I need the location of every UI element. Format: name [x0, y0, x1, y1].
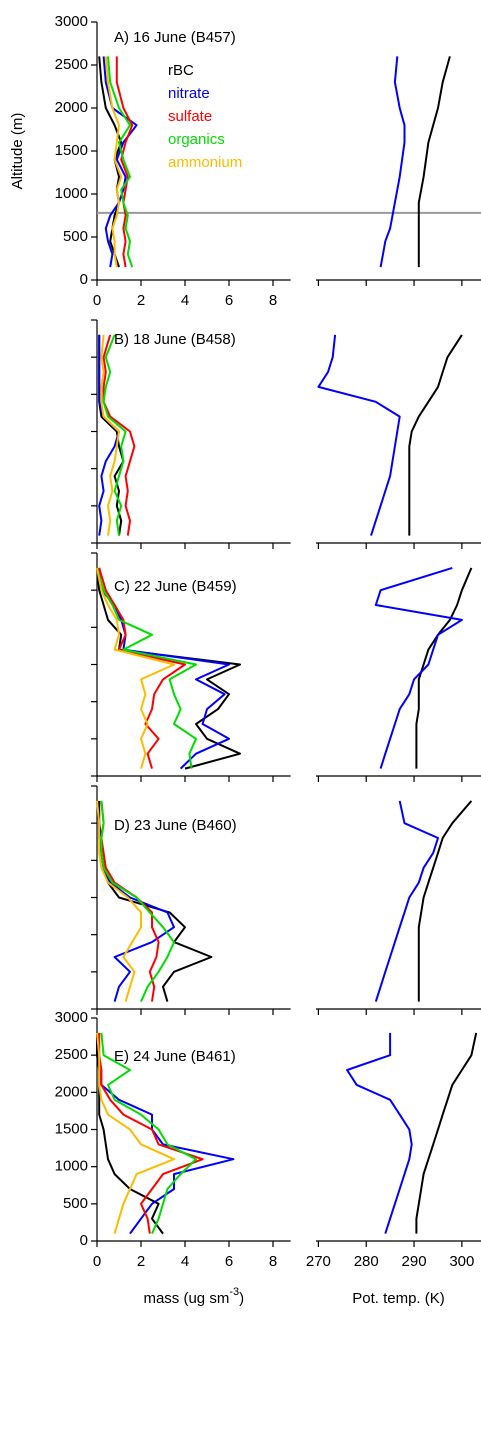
y-tick-label: 500: [63, 228, 88, 245]
y-tick-label: 2500: [55, 56, 88, 73]
profile-line: [104, 56, 123, 268]
x-tick-label: 4: [181, 292, 189, 309]
x-tick-label: 0: [93, 1253, 101, 1270]
y-tick-label: 1000: [55, 185, 88, 202]
profile-line: [98, 56, 123, 268]
profile-line: [96, 567, 175, 769]
x-tick-label: 8: [269, 292, 277, 309]
panel-title: B) 18 June (B458): [114, 331, 236, 348]
x-axis-label-part: ): [239, 1290, 244, 1307]
x-axis-label-part: -3: [229, 1286, 239, 1298]
profile-line: [346, 1032, 413, 1234]
panel-title: D) 23 June (B460): [114, 817, 237, 834]
y-tick-label: 500: [63, 1195, 88, 1212]
y-tick-label: 2000: [55, 1083, 88, 1100]
profile-line: [96, 567, 197, 769]
x-tick-label: 290: [402, 1253, 427, 1270]
panel-title: C) 22 June (B459): [114, 578, 237, 595]
x-tick-label: 2: [137, 292, 145, 309]
x-tick-label: 2: [137, 1253, 145, 1270]
profile-line: [100, 334, 120, 536]
x-axis-label-part: mass (ug sm: [143, 1290, 229, 1307]
y-tick-label: 1500: [55, 142, 88, 159]
profile-line: [379, 56, 406, 268]
profile-line: [317, 334, 401, 536]
profile-line: [96, 567, 241, 770]
panel-title: E) 24 June (B461): [114, 1048, 236, 1065]
y-tick-label: 0: [80, 271, 88, 288]
profile-line: [96, 800, 142, 1002]
profile-line: [107, 56, 134, 268]
profile-line: [415, 1032, 478, 1234]
x-axis-label-part: Pot. temp. (K): [352, 1290, 445, 1307]
x-axis-label: mass (ug sm-3): [143, 1286, 244, 1307]
profile-line: [374, 800, 439, 1002]
y-tick-label: 1000: [55, 1158, 88, 1175]
profile-line: [98, 567, 186, 769]
legend-entry: ammonium: [168, 154, 242, 171]
profile-line: [417, 800, 473, 1002]
profile-line: [98, 1032, 204, 1234]
y-tick-label: 3000: [55, 1009, 88, 1026]
profile-line: [408, 334, 463, 536]
y-tick-label: 3000: [55, 13, 88, 30]
x-tick-label: 8: [269, 1253, 277, 1270]
legend-entry: organics: [168, 131, 225, 148]
legend-entry: rBC: [168, 62, 194, 79]
x-tick-label: 6: [225, 292, 233, 309]
panel-title: A) 16 June (B457): [114, 29, 236, 46]
y-axis-label: Altitude (m): [9, 113, 26, 190]
profile-line: [417, 56, 451, 268]
y-tick-label: 1500: [55, 1120, 88, 1137]
x-axis-label: Pot. temp. (K): [352, 1290, 445, 1307]
x-tick-label: 4: [181, 1253, 189, 1270]
profile-line: [102, 334, 127, 536]
legend-entry: sulfate: [168, 108, 212, 125]
x-tick-label: 280: [354, 1253, 379, 1270]
x-tick-label: 270: [306, 1253, 331, 1270]
profile-line: [100, 1032, 197, 1235]
profile-line: [96, 1032, 175, 1234]
x-tick-label: 6: [225, 1253, 233, 1270]
x-tick-label: 300: [449, 1253, 474, 1270]
y-tick-label: 2500: [55, 1046, 88, 1063]
profile-line: [100, 800, 175, 1003]
profile-line: [98, 334, 120, 536]
y-tick-label: 2000: [55, 99, 88, 116]
legend-entry: nitrate: [168, 85, 210, 102]
y-tick-label: 0: [80, 1232, 88, 1249]
x-tick-label: 0: [93, 292, 101, 309]
profile-line: [102, 334, 136, 536]
profile-line: [374, 566, 463, 769]
